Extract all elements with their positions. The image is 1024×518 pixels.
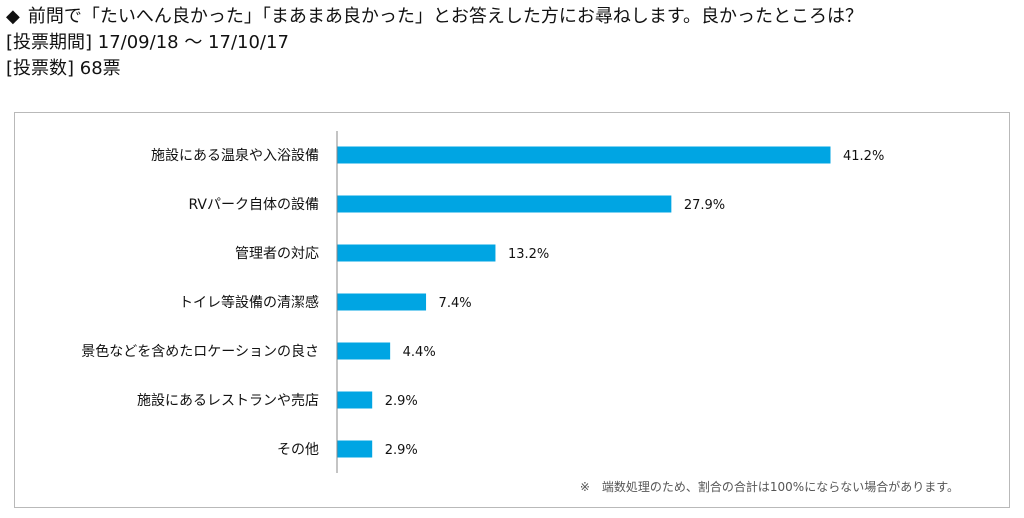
rounding-note: ※ 端数処理のため、割合の合計は100%にならない場合があります。	[579, 480, 959, 494]
bar-chart: 施設にある温泉や入浴設備 41.2% RVパーク自体の設備 27.9% 管理者の対応 13…	[81, 131, 884, 473]
question-line: ◆ 前問で「たいへん良かった」「まあまあ良かった」とお答えした方にお尋ねします。良…	[6, 4, 863, 30]
vote-count: [投票数] 68票	[6, 58, 121, 79]
value-label: 2.9%	[385, 443, 418, 458]
value-label: 2.9%	[385, 394, 418, 409]
value-label: 27.9%	[684, 198, 725, 213]
category-label: その他	[277, 442, 319, 458]
category-label: 施設にあるレストランや売店	[137, 393, 319, 409]
voting-period: [投票期間] 17/09/18 〜 17/10/17	[6, 32, 289, 53]
bar	[337, 195, 672, 213]
header: ◆ 前問で「たいへん良かった」「まあまあ良かった」とお答えした方にお尋ねします。良…	[6, 4, 863, 82]
value-label: 7.4%	[439, 296, 472, 311]
category-label: 景色などを含めたロケーションの良さ	[81, 343, 319, 360]
bar	[337, 146, 831, 164]
bar	[337, 244, 496, 262]
value-label: 13.2%	[508, 247, 549, 262]
category-label: RVパーク自体の設備	[188, 197, 319, 213]
bar	[337, 293, 427, 311]
bar	[337, 440, 373, 458]
diamond-icon: ◆	[6, 6, 20, 27]
value-label: 41.2%	[843, 149, 884, 164]
bar	[337, 342, 391, 360]
value-label: 4.4%	[403, 345, 436, 360]
category-label: トイレ等設備の清潔感	[179, 294, 319, 311]
category-label: 施設にある温泉や入浴設備	[151, 147, 319, 164]
question-text: 前問で「たいへん良かった」「まあまあ良かった」とお答えした方にお尋ねします。良か…	[27, 6, 864, 27]
category-label: 管理者の対応	[235, 246, 319, 262]
chart-frame: 施設にある温泉や入浴設備 41.2% RVパーク自体の設備 27.9% 管理者の対応 13…	[14, 112, 1010, 508]
bar	[337, 391, 373, 409]
